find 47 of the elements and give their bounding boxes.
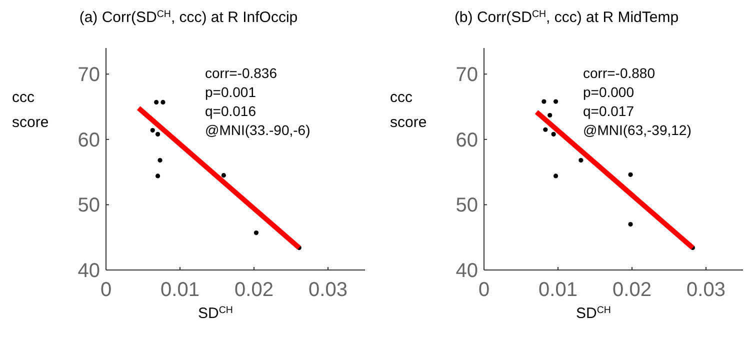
y-tick-label: 60 (456, 129, 478, 152)
point (221, 173, 226, 178)
point (553, 99, 558, 104)
y-tick-label: 40 (78, 260, 100, 282)
point (551, 132, 556, 136)
y-axis-title: ccc score (390, 89, 427, 131)
annotation: q=0.016 (205, 103, 256, 119)
annotation: corr=-0.880 (583, 65, 656, 81)
point (548, 112, 552, 118)
x-tick-label: 0 (100, 279, 112, 301)
x-tick-label: 0.02 (234, 279, 274, 301)
point (628, 172, 633, 177)
point (160, 100, 166, 104)
point (254, 230, 259, 236)
point (628, 222, 633, 227)
point (553, 174, 558, 178)
x-tick-label: 0.03 (686, 279, 726, 301)
annotation: p=0.000 (583, 84, 634, 100)
x-tick-label: 0.02 (612, 279, 652, 301)
point (542, 99, 546, 104)
point (543, 127, 548, 132)
point (156, 174, 160, 178)
x-tick-label: 0.03 (308, 279, 348, 301)
x-axis-title: SD$^{CH}$ (198, 304, 233, 322)
y-tick-label: 50 (78, 194, 100, 217)
annotation: q=0.017 (583, 103, 634, 119)
point (156, 132, 160, 136)
annotation: p=0.001 (205, 84, 256, 100)
point (154, 100, 159, 104)
y-tick-label: 40 (456, 260, 478, 282)
y-tick-label: 70 (78, 64, 100, 86)
point (158, 158, 162, 163)
y-tick-label: 50 (456, 194, 478, 217)
y-tick-label: 60 (78, 129, 100, 152)
x-axis-title: SD$^{CH}$ (576, 304, 611, 322)
point (578, 158, 584, 163)
annotation: @MNI(33.-90,-6) (205, 122, 310, 138)
chart-title: (b) Corr(SD$^{CH}$, ccc) at R MidTemp (454, 8, 679, 26)
x-tick-label: 0.01 (160, 279, 200, 301)
x-tick-label: 0 (478, 279, 490, 301)
annotation: @MNI(63,-39,12) (583, 122, 692, 138)
y-tick-label: 70 (456, 64, 478, 86)
x-tick-label: 0.01 (538, 279, 578, 301)
point (150, 128, 155, 133)
chart-title: (a) Corr(SD$^{CH}$, ccc) at R InfOccip (79, 8, 298, 26)
y-axis-title: ccc score (12, 89, 49, 131)
annotation: corr=-0.836 (205, 65, 278, 81)
